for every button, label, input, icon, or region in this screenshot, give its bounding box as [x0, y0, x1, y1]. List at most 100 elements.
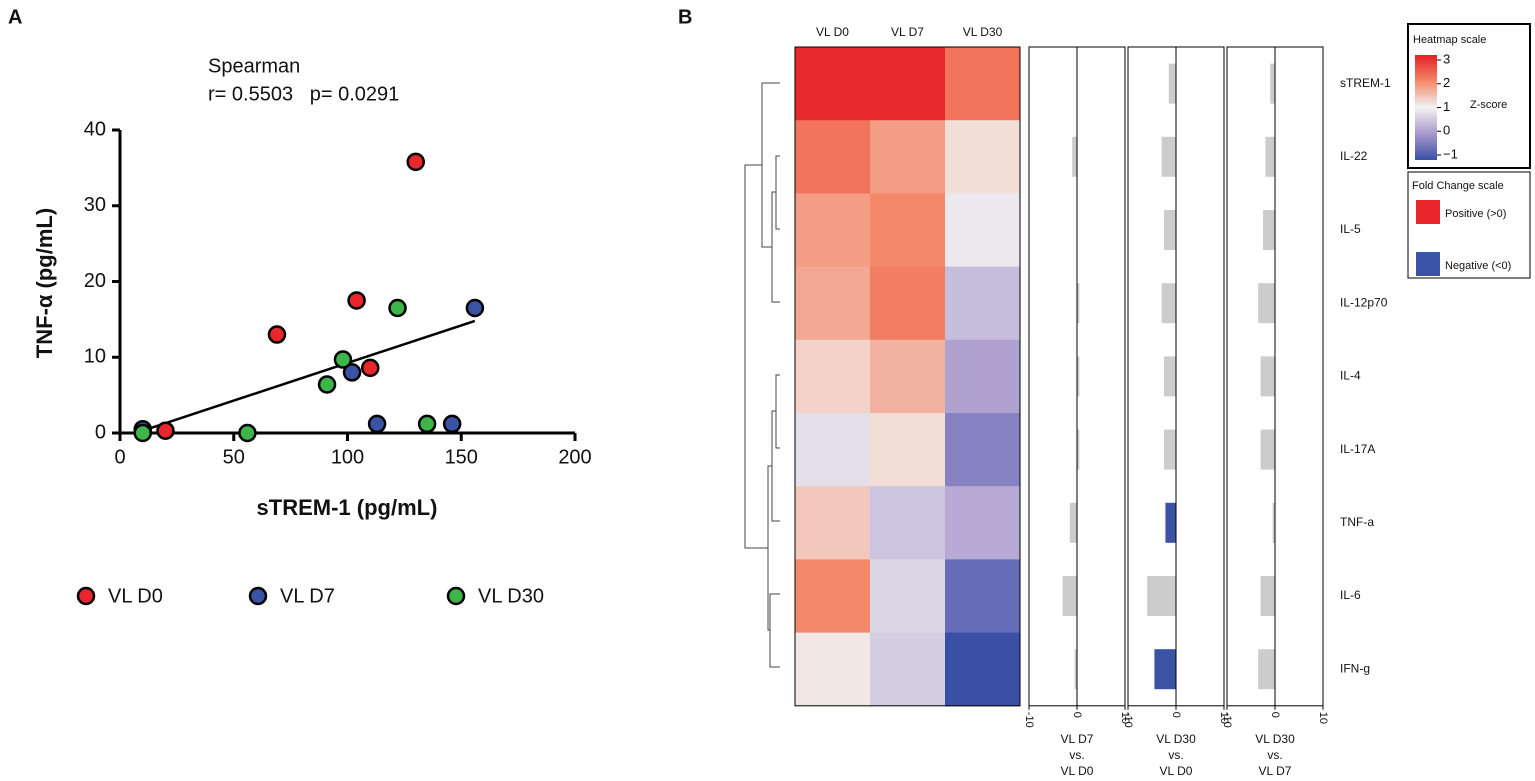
trendline [142, 319, 476, 432]
fold-bar [1164, 210, 1176, 250]
x-tick-label: 100 [331, 446, 364, 468]
annotation: Spearman [208, 55, 300, 77]
fold-bar [1077, 429, 1080, 470]
x-tick-label: -10 [1023, 712, 1035, 728]
fold-bar [1164, 356, 1176, 397]
axes [118, 130, 575, 435]
heatmap-cell [795, 266, 871, 341]
legend-swatch [1416, 252, 1440, 276]
column-label: VL D7 [891, 25, 924, 39]
point [333, 350, 353, 369]
fold-bar [1258, 283, 1275, 324]
panel-title: VL D30 [1255, 732, 1295, 746]
panel-title: vs. [1168, 748, 1183, 762]
colorbar-tick-label: −1 [1443, 146, 1458, 161]
point [361, 358, 380, 378]
heatmap-cell [945, 632, 1021, 707]
row-label: IL-6 [1340, 588, 1361, 602]
legend-marker [76, 586, 96, 606]
row-label: sTREM-1 [1340, 76, 1391, 90]
column-label: VL D30 [963, 25, 1003, 39]
panel-title: VL D0 [1160, 764, 1193, 778]
y-tick-label: 20 [84, 270, 106, 292]
fold-bar [1263, 210, 1275, 250]
heatmap-cell [870, 632, 946, 707]
x-tick-label: 50 [223, 446, 245, 468]
heatmap-cell [795, 486, 871, 560]
heatmap-cell [945, 413, 1021, 487]
point [156, 421, 175, 440]
colorbar-tick-label: 3 [1443, 51, 1450, 66]
heatmap-cell [795, 413, 871, 487]
heatmap-cell [945, 193, 1021, 268]
x-tick-label: 0 [114, 446, 125, 468]
point [347, 291, 366, 310]
fold-bar [1077, 283, 1080, 324]
row-label: IFN-g [1340, 661, 1370, 675]
panel-title: VL D0 [1061, 764, 1094, 778]
x-axis-label: sTREM-1 (pg/mL) [257, 495, 438, 520]
y-tick-label: 10 [84, 346, 106, 368]
heatmap-cell [870, 193, 946, 268]
fold-bar [1260, 356, 1275, 397]
y-axis-label: TNF-α (pg/mL) [32, 208, 57, 358]
y-tick-label: 30 [84, 194, 106, 216]
heatmap-cell [870, 486, 946, 560]
heatmap-cell [945, 47, 1021, 121]
heatmap-frame [794, 46, 1021, 707]
x-tick-label: -10 [1221, 712, 1233, 728]
x-tick-label: 10 [1317, 712, 1329, 724]
heatmap-cell [795, 193, 871, 268]
fold-bar [1272, 502, 1275, 543]
fold-bar [1069, 502, 1077, 543]
heatmap-cell [870, 559, 946, 634]
dendrogram [744, 82, 780, 668]
legend-title: Heatmap scale [1413, 34, 1486, 46]
colorbar-tick-label: 1 [1443, 99, 1450, 114]
point [238, 423, 257, 443]
point [442, 414, 462, 434]
point [465, 298, 485, 318]
heatmap-cell [795, 559, 871, 634]
x-tick-label: -10 [1122, 712, 1134, 728]
panel-label: A [8, 6, 22, 28]
row-label: TNF-a [1340, 515, 1374, 529]
y-tick-label: 0 [95, 421, 106, 443]
panel-title: VL D7 [1061, 732, 1094, 746]
fold-bar [1164, 429, 1176, 470]
point [406, 152, 425, 172]
point [342, 363, 362, 382]
heatmap-cell [795, 47, 871, 121]
heatmap-legend-box [1407, 23, 1531, 169]
point [317, 375, 337, 394]
point [267, 325, 287, 344]
colorbar-tick-label: 0 [1443, 123, 1450, 138]
heatmap-cell [870, 339, 946, 414]
colorbar-tick-label: 2 [1443, 75, 1450, 90]
fold-bar [1074, 649, 1077, 690]
x-tick-label: 0 [1269, 712, 1281, 718]
fold-bar [1258, 649, 1275, 690]
fold-bar [1062, 576, 1077, 616]
point [367, 414, 387, 434]
x-tick-label: 200 [558, 446, 591, 468]
panel-label: B [678, 6, 692, 28]
fold-bar [1161, 136, 1176, 177]
legend-marker [446, 586, 466, 606]
fold-bar [1265, 136, 1275, 177]
heatmap-cell [945, 266, 1021, 341]
heatmap-cell [795, 339, 871, 414]
heatmap-cell [870, 413, 946, 487]
legend-marker [248, 586, 268, 606]
fold-bar [1077, 356, 1080, 397]
row-label: IL-5 [1340, 222, 1361, 236]
x-tick-label: 0 [1071, 712, 1083, 718]
legend-label: VL D30 [478, 585, 544, 607]
legend-label: VL D7 [280, 585, 335, 607]
heatmap-cell [945, 486, 1021, 560]
heatmap-cell [945, 339, 1021, 414]
legend-swatch [1416, 200, 1440, 224]
panel-title: vs. [1267, 748, 1282, 762]
x-tick-label: 0 [1170, 712, 1182, 718]
